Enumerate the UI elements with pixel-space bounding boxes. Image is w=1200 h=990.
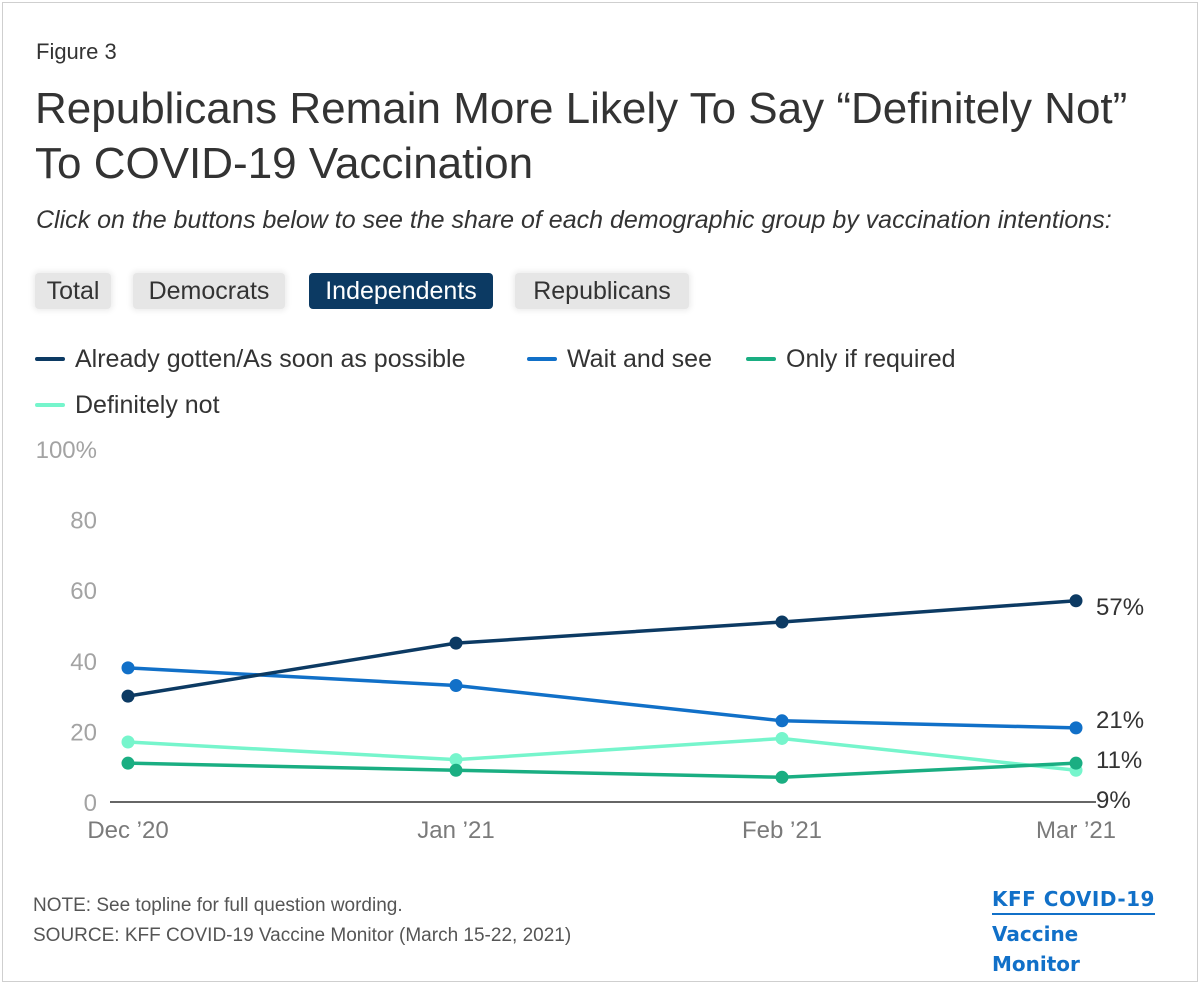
footer-note: NOTE: See topline for full question word… (33, 895, 403, 916)
line-chart: 0 20 40 60 80 100% Dec ’20 Jan ’21 Feb ’21 Mar ’2… (36, 437, 1144, 844)
legend-swatch (35, 403, 65, 407)
tab-democrats[interactable]: Democrats (133, 273, 285, 309)
tab-republicans[interactable]: Republicans (515, 273, 689, 309)
kff-logo: KFF COVID-19 Vaccine Monitor (992, 886, 1164, 979)
series-line (127, 736, 1077, 772)
footer-source: SOURCE: KFF COVID-19 Vaccine Monitor (Ma… (33, 925, 572, 946)
legend-label: Already gotten/As soon as possible (75, 345, 466, 373)
series-line (127, 761, 1077, 780)
data-point (449, 636, 463, 650)
data-point (121, 661, 135, 675)
data-point (449, 753, 463, 767)
data-point (775, 731, 789, 745)
figure-label: Figure 3 (36, 39, 117, 64)
data-point (121, 756, 135, 770)
legend-label: Definitely not (75, 391, 220, 419)
y-tick-label: 0 (84, 790, 97, 817)
data-point (1069, 721, 1083, 735)
data-point (449, 763, 463, 777)
x-tick-label: Jan ’21 (417, 817, 494, 844)
logo-line-2: Vaccine Monitor (992, 922, 1080, 976)
legend-label: Only if required (786, 345, 956, 373)
end-value-label: 11% (1096, 747, 1142, 774)
data-point (775, 615, 789, 629)
chart-title: Republicans Remain More Likely To Say “D… (35, 84, 1128, 188)
y-tick-label: 60 (70, 578, 97, 605)
data-point (1069, 594, 1083, 608)
data-point (121, 735, 135, 749)
x-tick-label: Feb ’21 (742, 817, 822, 844)
end-value-label: 57% (1096, 594, 1144, 621)
legend-swatch (746, 357, 776, 361)
x-tick-label: Dec ’20 (87, 817, 168, 844)
chart-subtitle: Click on the buttons below to see the sh… (36, 206, 1112, 234)
y-tick-label: 20 (70, 719, 97, 746)
y-tick-label: 80 (70, 508, 97, 535)
data-point (1069, 756, 1083, 770)
data-point (775, 770, 789, 784)
series-line (127, 666, 1077, 730)
data-point (121, 689, 135, 703)
logo-line-1: KFF COVID-19 (992, 886, 1155, 915)
end-value-label: 9% (1096, 787, 1131, 814)
data-point (449, 679, 463, 693)
y-tick-label: 40 (70, 649, 97, 676)
series-line (127, 599, 1077, 698)
legend-swatch (35, 357, 65, 361)
y-tick-label: 100% (36, 437, 97, 464)
tab-independents[interactable]: Independents (309, 273, 493, 309)
tab-total[interactable]: Total (35, 273, 111, 309)
data-point (775, 714, 789, 728)
legend-swatch (527, 357, 557, 361)
end-value-label: 21% (1096, 707, 1144, 734)
legend-label: Wait and see (567, 345, 712, 373)
x-tick-label: Mar ’21 (1036, 817, 1116, 844)
